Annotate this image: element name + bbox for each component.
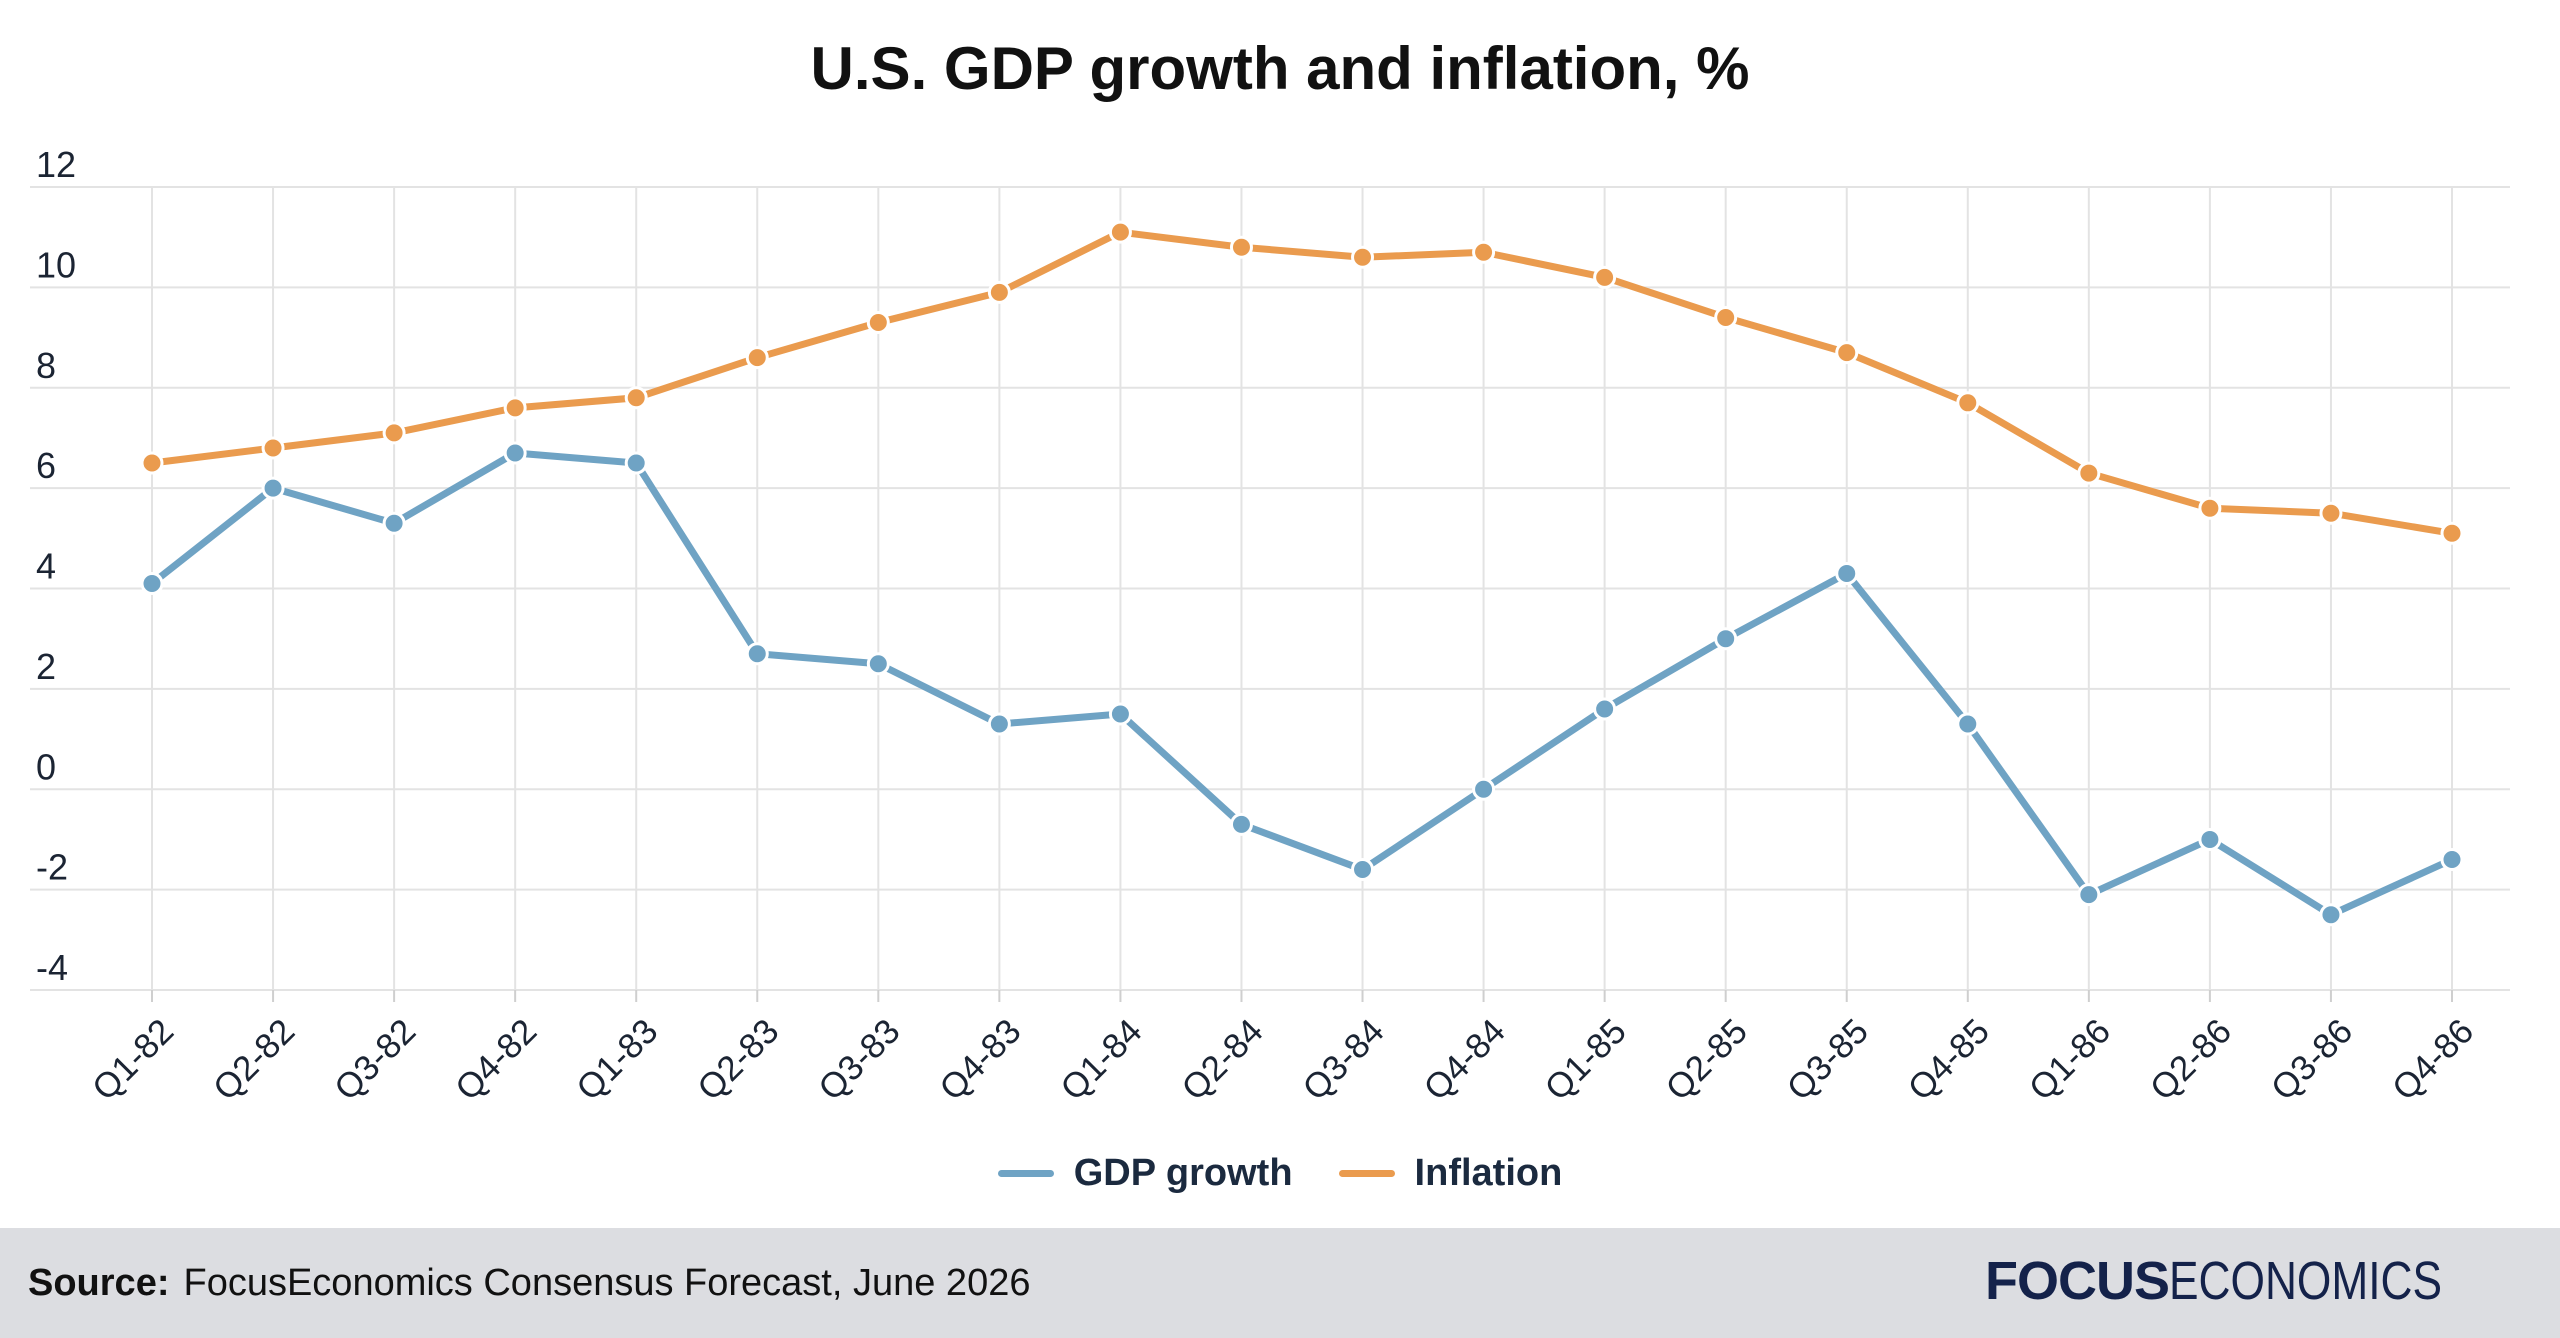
data-point-inflation[interactable] xyxy=(745,346,769,370)
data-point-gdp-growth[interactable] xyxy=(261,476,285,500)
x-tick-label: Q4-85 xyxy=(1901,1012,1997,1108)
x-tick-label: Q2-84 xyxy=(1174,1012,1270,1108)
y-tick-label: 2 xyxy=(36,646,56,687)
chart-title: U.S. GDP growth and inflation, % xyxy=(810,35,1750,102)
data-point-gdp-growth[interactable] xyxy=(987,712,1011,736)
data-point-inflation[interactable] xyxy=(1472,240,1496,264)
x-tick-label: Q3-86 xyxy=(2264,1012,2360,1108)
data-point-inflation[interactable] xyxy=(1714,305,1738,329)
data-point-inflation[interactable] xyxy=(261,436,285,460)
logo-focus: FOCUS xyxy=(1984,1251,2170,1311)
data-point-inflation[interactable] xyxy=(1351,245,1375,269)
legend-item-inflation[interactable]: Inflation xyxy=(1338,1152,1563,1195)
data-point-gdp-growth[interactable] xyxy=(1714,627,1738,651)
legend-item-gdp-growth[interactable]: GDP growth xyxy=(997,1152,1293,1195)
source-text: FocusEconomics Consensus Forecast, June … xyxy=(183,1262,1031,1304)
y-tick-label: 4 xyxy=(36,546,56,587)
source-footer: Source: FocusEconomics Consensus Forecast… xyxy=(0,1228,2560,1338)
series-lines xyxy=(140,220,2464,927)
data-point-inflation[interactable] xyxy=(2077,461,2101,485)
data-point-inflation[interactable] xyxy=(1108,220,1132,244)
data-point-gdp-growth[interactable] xyxy=(866,652,890,676)
data-point-inflation[interactable] xyxy=(382,421,406,445)
y-tick-label: 8 xyxy=(36,345,56,386)
x-tick-label: Q3-84 xyxy=(1295,1012,1391,1108)
y-tick-label: 12 xyxy=(36,144,76,185)
source-label: Source: xyxy=(28,1262,170,1304)
x-tick-label: Q1-82 xyxy=(85,1012,181,1108)
x-tick-label: Q2-83 xyxy=(690,1012,786,1108)
x-tick-label: Q1-84 xyxy=(1053,1012,1149,1108)
logo-economics: ECONOMICS xyxy=(2168,1251,2443,1311)
data-point-gdp-growth[interactable] xyxy=(2319,903,2343,927)
data-point-gdp-growth[interactable] xyxy=(1108,702,1132,726)
data-point-inflation[interactable] xyxy=(140,451,164,475)
data-point-gdp-growth[interactable] xyxy=(2077,883,2101,907)
data-point-inflation[interactable] xyxy=(1835,341,1859,365)
data-point-inflation[interactable] xyxy=(624,386,648,410)
legend-swatch-inflation xyxy=(1338,1170,1395,1177)
data-point-gdp-growth[interactable] xyxy=(1351,858,1375,882)
x-tick-label: Q1-83 xyxy=(569,1012,665,1108)
y-tick-label: -4 xyxy=(36,947,68,988)
x-tick-label: Q2-85 xyxy=(1659,1012,1755,1108)
data-point-gdp-growth[interactable] xyxy=(2198,827,2222,851)
x-tick-label: Q1-85 xyxy=(1537,1012,1633,1108)
data-point-gdp-growth[interactable] xyxy=(503,441,527,465)
y-tick-label: 0 xyxy=(36,746,56,787)
y-tick-label: 10 xyxy=(36,244,76,285)
data-point-inflation[interactable] xyxy=(987,280,1011,304)
data-point-gdp-growth[interactable] xyxy=(1593,697,1617,721)
focuseconomics-logo: FOCUSECONOMICS xyxy=(1985,1250,2502,1312)
x-tick-label: Q3-82 xyxy=(327,1012,423,1108)
data-point-gdp-growth[interactable] xyxy=(1956,712,1980,736)
legend-swatch-gdp-growth xyxy=(997,1170,1054,1177)
data-point-gdp-growth[interactable] xyxy=(1229,812,1253,836)
y-axis-ticks: -4 -2 0 2 4 6 8 10 12 xyxy=(36,144,76,988)
series-line-gdp-growth xyxy=(148,449,2456,919)
x-tick-label: Q2-86 xyxy=(2143,1012,2239,1108)
data-point-gdp-growth[interactable] xyxy=(745,642,769,666)
x-tick-label: Q4-86 xyxy=(2385,1012,2481,1108)
data-point-inflation[interactable] xyxy=(1956,391,1980,415)
data-point-gdp-growth[interactable] xyxy=(624,451,648,475)
data-point-inflation[interactable] xyxy=(2319,501,2343,525)
source-note: Source: FocusEconomics Consensus Forecast… xyxy=(28,1262,1030,1305)
data-point-inflation[interactable] xyxy=(1229,235,1253,259)
x-tick-label: Q4-84 xyxy=(1416,1012,1512,1108)
x-tick-label: Q3-83 xyxy=(811,1012,907,1108)
x-tick-label: Q2-82 xyxy=(206,1012,302,1108)
chart-legend: GDP growth Inflation xyxy=(0,1152,2560,1195)
y-tick-label: -2 xyxy=(36,847,68,888)
data-point-inflation[interactable] xyxy=(2440,521,2464,545)
grid-lines xyxy=(30,186,2510,1002)
data-point-inflation[interactable] xyxy=(866,311,890,335)
data-point-gdp-growth[interactable] xyxy=(140,571,164,595)
x-tick-label: Q4-83 xyxy=(932,1012,1028,1108)
x-tick-label: Q3-85 xyxy=(1780,1012,1876,1108)
data-point-inflation[interactable] xyxy=(2198,496,2222,520)
data-point-inflation[interactable] xyxy=(503,396,527,420)
y-tick-label: 6 xyxy=(36,445,56,486)
series-line-inflation xyxy=(148,228,2456,537)
data-point-gdp-growth[interactable] xyxy=(1472,777,1496,801)
x-axis-ticks: Q1-82 Q2-82 Q3-82 Q4-82 Q1-83 Q2-83 Q3-83 Q4-83… xyxy=(85,1012,2481,1108)
legend-label-inflation: Inflation xyxy=(1414,1152,1563,1194)
x-tick-label: Q4-82 xyxy=(448,1012,544,1108)
data-point-gdp-growth[interactable] xyxy=(2440,848,2464,872)
data-point-gdp-growth[interactable] xyxy=(1835,561,1859,585)
legend-label-gdp-growth: GDP growth xyxy=(1073,1152,1293,1194)
x-tick-label: Q1-86 xyxy=(2022,1012,2118,1108)
data-point-gdp-growth[interactable] xyxy=(382,511,406,535)
data-point-inflation[interactable] xyxy=(1593,265,1617,289)
